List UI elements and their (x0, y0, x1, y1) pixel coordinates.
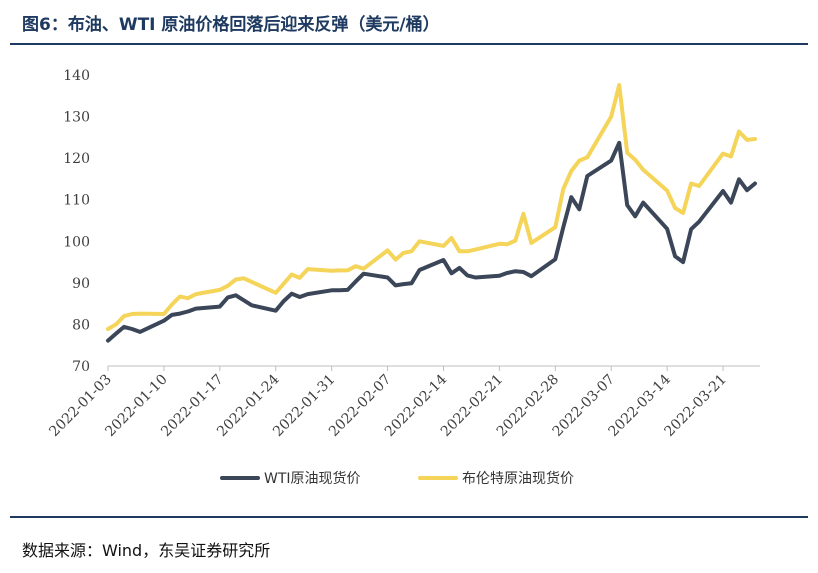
brent-series-line (106, 83, 757, 331)
y-tick-label: 100 (63, 234, 90, 250)
legend-label: 布伦特原油现货价 (462, 470, 574, 487)
y-tick-label: 70 (72, 359, 90, 375)
figure-title: 图6：布油、WTI 原油价格回落后迎来反弹（美元/桶） (22, 15, 440, 35)
footer-rule (10, 516, 808, 518)
y-axis: 70 80 90 100 110 120 130 140 (63, 68, 90, 375)
y-tick-label: 140 (63, 68, 90, 84)
title-rule (10, 43, 808, 45)
y-tick-label: 110 (63, 193, 90, 209)
x-axis: 2022-01-032022-01-102022-01-172022-01-24… (46, 365, 760, 440)
y-tick-label: 120 (63, 151, 90, 167)
legend-label: WTI原油现货价 (264, 470, 361, 487)
y-tick-label: 80 (72, 317, 90, 333)
y-tick-label: 90 (72, 276, 90, 292)
source-note: 数据来源：Wind，东吴证券研究所 (22, 541, 271, 560)
y-tick-label: 130 (63, 110, 90, 126)
series-layer (106, 83, 757, 343)
legend: WTI原油现货价 布伦特原油现货价 (220, 470, 574, 487)
wti-series-line (106, 140, 757, 343)
